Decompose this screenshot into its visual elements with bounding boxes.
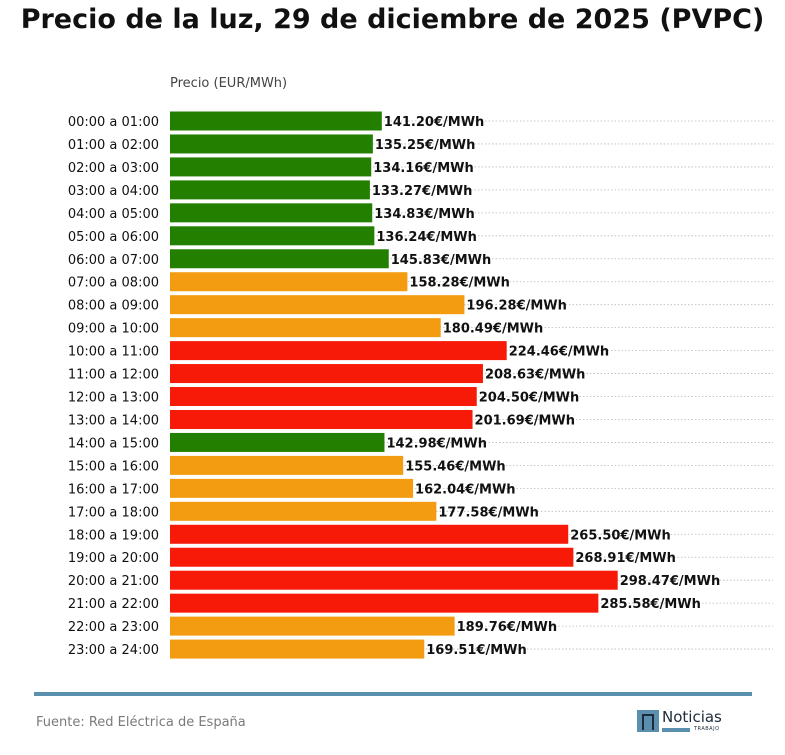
value-label: 136.24€/MWh <box>376 230 477 245</box>
tick-label: 13:00 a 14:00 <box>68 413 159 428</box>
value-label: 169.51€/MWh <box>426 643 527 658</box>
bar-12 <box>170 387 477 407</box>
bar-3 <box>170 180 370 200</box>
tick-label: 15:00 a 16:00 <box>68 459 159 474</box>
bar-8 <box>170 295 465 315</box>
value-label: 180.49€/MWh <box>443 322 544 337</box>
tick-label: 18:00 a 19:00 <box>68 528 159 543</box>
tick-label: 03:00 a 04:00 <box>68 184 159 199</box>
value-label: 204.50€/MWh <box>479 391 580 406</box>
noticias-trabajo-logo[interactable]: Noticias TRABAJO <box>636 708 746 738</box>
footer-divider <box>34 692 752 696</box>
tick-label: 00:00 a 01:00 <box>68 115 159 130</box>
bar-1 <box>170 134 373 154</box>
value-label: 189.76€/MWh <box>457 620 558 635</box>
bar-19 <box>170 547 574 567</box>
tick-label: 14:00 a 15:00 <box>68 436 159 451</box>
tick-label: 05:00 a 06:00 <box>68 230 159 245</box>
tick-label: 12:00 a 13:00 <box>68 391 159 406</box>
value-label: 265.50€/MWh <box>570 528 671 543</box>
value-label: 268.91€/MWh <box>575 551 676 566</box>
logo-underline <box>662 728 690 732</box>
bar-9 <box>170 318 441 338</box>
bar-10 <box>170 341 507 361</box>
tick-label: 20:00 a 21:00 <box>68 574 159 589</box>
bar-21 <box>170 593 599 613</box>
value-label: 224.46€/MWh <box>509 345 610 360</box>
bar-4 <box>170 203 373 223</box>
axis-label: Precio (EUR/MWh) <box>170 76 287 91</box>
value-label: 133.27€/MWh <box>372 184 473 199</box>
tick-label: 16:00 a 17:00 <box>68 482 159 497</box>
value-label: 285.58€/MWh <box>600 597 701 612</box>
tick-label: 10:00 a 11:00 <box>68 345 159 360</box>
value-label: 201.69€/MWh <box>475 413 576 428</box>
value-label: 142.98€/MWh <box>386 436 487 451</box>
tick-label: 01:00 a 02:00 <box>68 138 159 153</box>
source-note: Fuente: Red Eléctrica de España <box>36 715 246 730</box>
logo-icon <box>637 710 659 732</box>
value-label: 208.63€/MWh <box>485 368 586 383</box>
tick-label: 08:00 a 09:00 <box>68 299 159 314</box>
tick-label: 06:00 a 07:00 <box>68 253 159 268</box>
bar-18 <box>170 524 569 544</box>
value-label: 196.28€/MWh <box>466 299 567 314</box>
value-label: 135.25€/MWh <box>375 138 476 153</box>
tick-label: 11:00 a 12:00 <box>68 368 159 383</box>
logo-wordmark: Noticias <box>662 708 722 726</box>
value-label: 134.83€/MWh <box>374 207 475 222</box>
bar-5 <box>170 226 375 246</box>
bar-0 <box>170 111 382 131</box>
bar-17 <box>170 501 437 521</box>
chart-title: Precio de la luz, 29 de diciembre de 202… <box>20 4 765 35</box>
bar-23 <box>170 639 425 659</box>
bar-16 <box>170 478 414 498</box>
bar-2 <box>170 157 372 177</box>
bar-6 <box>170 249 389 269</box>
value-label: 158.28€/MWh <box>409 276 510 291</box>
value-labels: 141.20€/MWh 135.25€/MWh 134.16€/MWh 133.27€… <box>372 115 720 658</box>
value-label: 155.46€/MWh <box>405 459 506 474</box>
bar-22 <box>170 616 455 636</box>
tick-label: 22:00 a 23:00 <box>68 620 159 635</box>
value-label: 134.16€/MWh <box>373 161 474 176</box>
tick-label: 17:00 a 18:00 <box>68 505 159 520</box>
bar-11 <box>170 364 483 384</box>
tick-label: 21:00 a 22:00 <box>68 597 159 612</box>
gridlines <box>170 120 773 650</box>
tick-labels: 00:00 a 01:00 01:00 a 02:00 02:00 a 03:00 0… <box>68 115 159 658</box>
tick-label: 07:00 a 08:00 <box>68 276 159 291</box>
value-label: 298.47€/MWh <box>620 574 721 589</box>
tick-label: 09:00 a 10:00 <box>68 322 159 337</box>
bar-15 <box>170 455 404 475</box>
bar-20 <box>170 570 618 590</box>
bars <box>170 111 618 659</box>
tick-label: 04:00 a 05:00 <box>68 207 159 222</box>
bar-chart: Precio (EUR/MWh) 00:00 a 01:00 01:00 a 02… <box>68 76 773 659</box>
tick-label: 02:00 a 03:00 <box>68 161 159 176</box>
bar-7 <box>170 272 408 292</box>
tick-label: 19:00 a 20:00 <box>68 551 159 566</box>
bar-13 <box>170 409 473 429</box>
value-label: 141.20€/MWh <box>384 115 485 130</box>
value-label: 145.83€/MWh <box>391 253 492 268</box>
bar-14 <box>170 432 385 452</box>
tick-label: 23:00 a 24:00 <box>68 643 159 658</box>
logo-subtitle: TRABAJO <box>694 726 720 732</box>
value-label: 162.04€/MWh <box>415 482 516 497</box>
value-label: 177.58€/MWh <box>438 505 539 520</box>
